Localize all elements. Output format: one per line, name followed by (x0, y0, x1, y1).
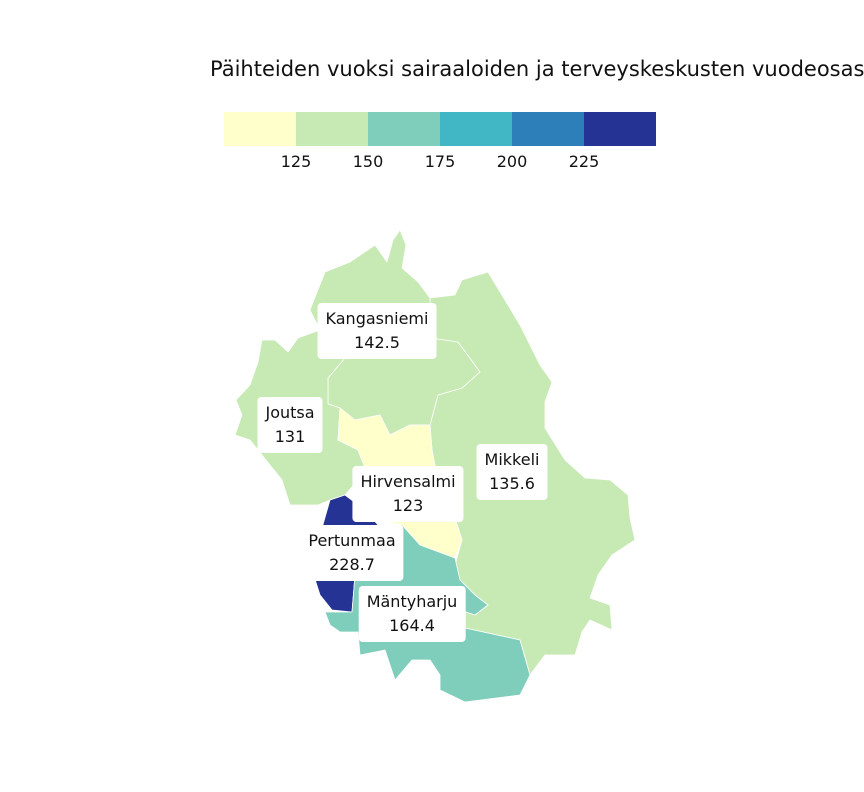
region-value: 142.5 (354, 333, 400, 352)
color-legend (224, 112, 656, 146)
region-value: 135.6 (489, 474, 535, 493)
region-value: 123 (392, 496, 424, 515)
legend-swatch-2 (296, 112, 368, 146)
region-name: Hirvensalmi (360, 472, 456, 491)
legend-swatch-3 (368, 112, 440, 146)
region-value: 228.7 (329, 555, 375, 574)
legend-swatch-5 (512, 112, 584, 146)
legend-tick: 200 (496, 152, 528, 171)
legend-swatch-6 (584, 112, 656, 146)
region-label-mikkeli: Mikkeli 135.6 (476, 444, 548, 500)
region-label-pertunmaa: Pertunmaa 228.7 (300, 525, 404, 581)
region-value: 164.4 (389, 616, 435, 635)
region-name: Kangasniemi (325, 309, 429, 328)
region-name: Mäntyharju (366, 592, 458, 611)
region-value: 131 (274, 427, 306, 446)
map-title: Päihteiden vuoksi sairaaloiden ja tervey… (210, 57, 864, 81)
region-name: Mikkeli (484, 450, 540, 469)
region-label-joutsa: Joutsa 131 (257, 397, 323, 453)
region-label-kangasniemi: Kangasniemi 142.5 (317, 303, 437, 359)
legend-tick: 225 (568, 152, 600, 171)
region-label-mantyharju: Mäntyharju 164.4 (358, 586, 466, 642)
region-label-hirvensalmi: Hirvensalmi 123 (352, 466, 464, 522)
region-name: Pertunmaa (308, 531, 396, 550)
legend-swatch-4 (440, 112, 512, 146)
legend-swatch-1 (224, 112, 296, 146)
region-name: Joutsa (265, 403, 315, 422)
legend-tick: 150 (352, 152, 384, 171)
legend-tick: 175 (424, 152, 456, 171)
legend-tick: 125 (280, 152, 312, 171)
